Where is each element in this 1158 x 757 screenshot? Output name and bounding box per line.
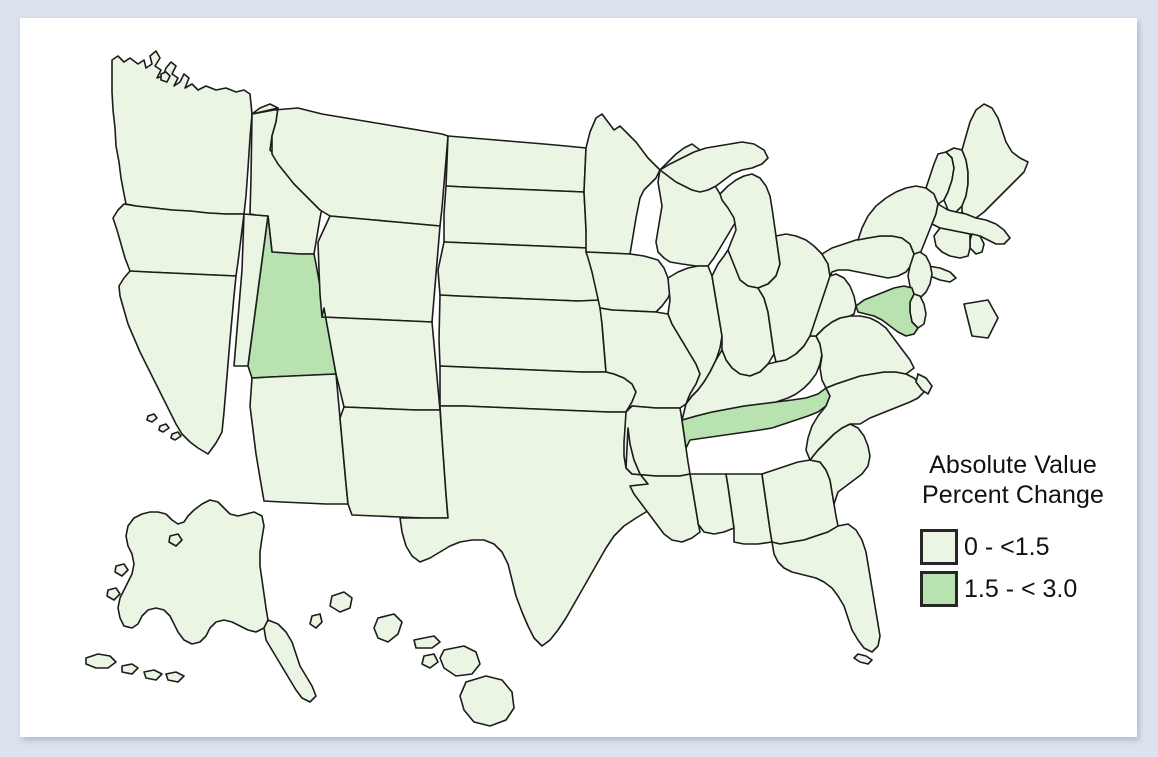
state-SD[interactable] <box>443 185 589 249</box>
state-MI-up <box>659 141 769 193</box>
state-FL[interactable] <box>771 523 881 653</box>
state-KS[interactable] <box>438 294 607 373</box>
legend-swatch-0 <box>920 529 958 565</box>
state-WA[interactable] <box>111 50 253 215</box>
legend-row-1[interactable]: 1.5 - < 3.0 <box>920 568 1128 610</box>
state-IA[interactable] <box>585 251 673 313</box>
state-CT[interactable] <box>933 227 971 259</box>
state-MD[interactable] <box>855 285 919 337</box>
state-VA[interactable] <box>815 315 915 389</box>
state-AZ[interactable] <box>249 373 349 505</box>
state-DC-inset <box>963 299 999 339</box>
state-AK[interactable] <box>117 499 269 645</box>
legend-title-line1: Absolute Value <box>929 451 1097 479</box>
state-NJ[interactable] <box>907 251 933 299</box>
state-ND[interactable] <box>445 135 587 193</box>
legend-label-0: 0 - <1.5 <box>964 532 1050 561</box>
figure-panel: Absolute Value Percent Change 0 - <1.5 1… <box>20 18 1137 737</box>
state-NM[interactable] <box>339 406 449 519</box>
legend-items: 0 - <1.5 1.5 - < 3.0 <box>920 526 1128 610</box>
state-HI-kauai <box>329 591 353 613</box>
state-HI-maui <box>439 645 481 677</box>
state-HI-molokai <box>413 635 441 649</box>
state-CA-channel-islands <box>146 413 182 441</box>
state-CO[interactable] <box>321 307 441 411</box>
state-LA[interactable] <box>625 427 701 543</box>
legend-label-1: 1.5 - < 3.0 <box>964 574 1078 603</box>
state-HI-bigisland <box>459 675 515 727</box>
legend-title-line2: Percent Change <box>921 481 1105 509</box>
state-CA[interactable] <box>118 270 237 455</box>
state-PA[interactable] <box>821 235 915 279</box>
state-AK-islands <box>106 533 183 601</box>
state-AK-aleutians <box>85 653 185 683</box>
state-HI-lanai <box>421 653 439 669</box>
state-WA-islands <box>160 71 171 83</box>
state-MN[interactable] <box>583 113 661 255</box>
state-ME[interactable] <box>961 103 1029 219</box>
state-WV[interactable] <box>809 273 857 337</box>
state-HI-oahu <box>373 613 403 643</box>
legend-swatch-1 <box>920 571 958 607</box>
state-MS[interactable] <box>689 473 735 535</box>
state-NC-outer-banks <box>915 373 933 395</box>
state-WY[interactable] <box>317 215 441 323</box>
state-HI-niihau <box>309 613 323 629</box>
state-FL-keys <box>853 653 873 665</box>
state-NE[interactable] <box>437 241 601 302</box>
state-AK-panhandle <box>263 619 317 703</box>
us-choropleth-map <box>85 50 1029 727</box>
legend: Absolute Value Percent Change 0 - <1.5 1… <box>898 450 1128 610</box>
legend-row-0[interactable]: 0 - <1.5 <box>920 526 1128 568</box>
state-OR[interactable] <box>112 203 245 277</box>
